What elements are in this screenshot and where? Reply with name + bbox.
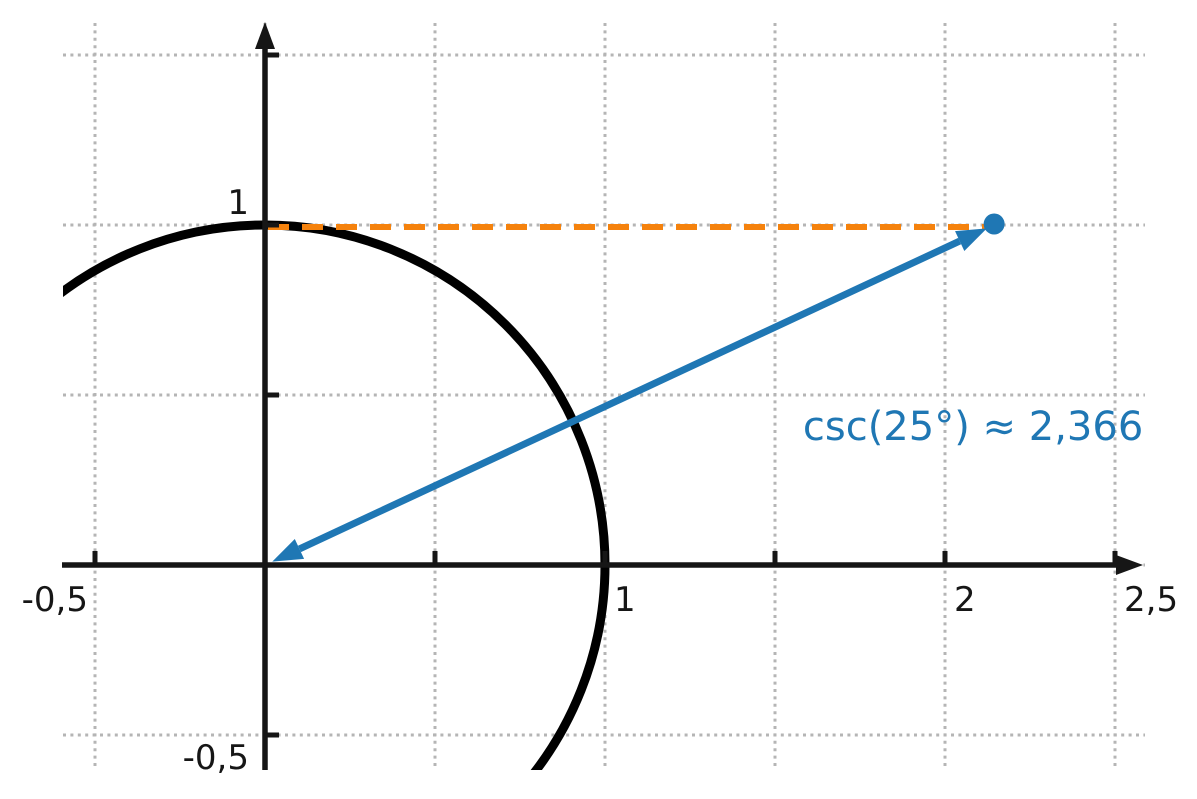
- x-axis-label-2: 2: [954, 580, 976, 620]
- y-axis-label--0.5: -0,5: [183, 738, 249, 778]
- csc-endpoint-dot: [983, 213, 1005, 235]
- x-axis-label-1: 1: [614, 580, 636, 620]
- x-axis-arrowhead: [1116, 555, 1143, 575]
- x-axis-label--0.5: -0,5: [22, 580, 88, 620]
- csc-value-annotation: csc(25°) ≈ 2,366: [803, 404, 1143, 450]
- unit-circle: [63, 220, 610, 770]
- cosecant-vector-arrowhead-tip: [955, 228, 987, 252]
- y-axis-label-1: 1: [227, 183, 249, 223]
- y-axis-arrowhead: [255, 22, 275, 49]
- x-axis-label-2.5: 2,5: [1124, 580, 1178, 620]
- cosecant-vector-line: [297, 237, 962, 553]
- cosecant-vector-arrowhead-origin: [272, 538, 305, 562]
